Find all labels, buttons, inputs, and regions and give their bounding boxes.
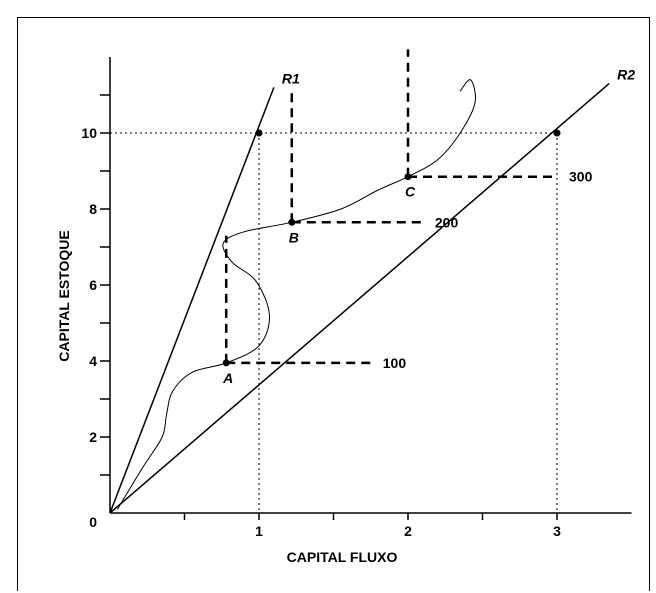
isoquant-label-100: 100 xyxy=(383,355,407,371)
isoquant-label-300: 300 xyxy=(569,169,593,185)
expansion-path-curve xyxy=(117,79,476,510)
y-tick-label: 6 xyxy=(89,277,97,293)
point-b xyxy=(288,218,296,226)
figure-frame xyxy=(17,17,650,591)
point-a xyxy=(222,359,230,367)
ray-r1 xyxy=(109,87,275,514)
y-tick-label: 10 xyxy=(81,125,97,141)
point-label-a: A xyxy=(222,370,233,386)
x-axis-title: CAPITAL FLUXO xyxy=(287,549,398,565)
y-axis-title: CAPITAL ESTOQUE xyxy=(56,230,72,361)
ray-r2 xyxy=(109,83,610,514)
isoquant-label-200: 200 xyxy=(435,214,459,230)
point-marker xyxy=(553,129,561,137)
ray-label-r2: R2 xyxy=(617,67,635,83)
y-tick-label: 8 xyxy=(89,201,97,217)
ray-label-r1: R1 xyxy=(282,70,300,86)
y-tick-label: 2 xyxy=(89,429,97,445)
x-tick-label: 3 xyxy=(553,523,561,539)
point-c xyxy=(404,173,412,181)
origin-label: 0 xyxy=(89,514,97,530)
point-label-c: C xyxy=(405,184,416,200)
x-tick-label: 1 xyxy=(255,523,263,539)
x-tick-label: 2 xyxy=(404,523,412,539)
point-marker xyxy=(255,129,263,137)
y-tick-label: 4 xyxy=(89,353,97,369)
point-label-b: B xyxy=(289,229,299,245)
